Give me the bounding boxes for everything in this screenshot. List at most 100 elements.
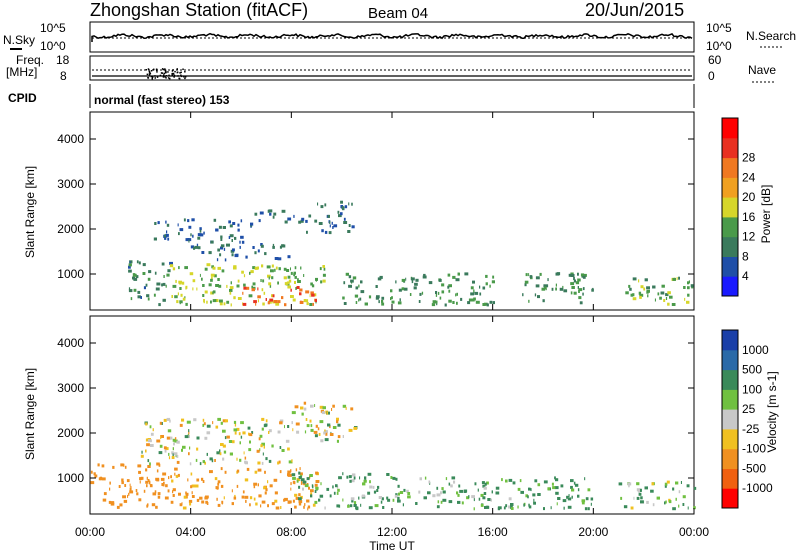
heatmap-cell — [407, 492, 411, 495]
heatmap-cell — [466, 496, 470, 500]
heatmap-cell — [190, 233, 192, 237]
heatmap-cell — [687, 281, 690, 285]
heatmap-cell — [448, 500, 453, 504]
heatmap-cell — [229, 224, 233, 228]
heatmap-cell — [639, 293, 644, 297]
heatmap-cell — [268, 459, 272, 463]
heatmap-cell — [314, 219, 318, 223]
colorbar-segment — [722, 428, 738, 450]
heatmap-cell — [541, 287, 546, 291]
heatmap-cell — [324, 230, 328, 234]
colorbar-segment — [722, 276, 738, 297]
heatmap-cell — [160, 436, 162, 439]
heatmap-cell — [686, 300, 690, 304]
heatmap-cell — [646, 500, 649, 504]
heatmap-cell — [132, 276, 135, 280]
heatmap-cell — [348, 475, 352, 479]
heatmap-cell — [668, 500, 672, 504]
heatmap-cell — [501, 478, 503, 482]
heatmap-cell — [505, 504, 508, 508]
heatmap-cell — [482, 484, 486, 488]
heatmap-cell — [644, 486, 648, 490]
heatmap-cell — [567, 497, 572, 501]
heatmap-cell — [349, 504, 353, 508]
heatmap-cell — [508, 497, 512, 501]
heatmap-cell — [298, 476, 302, 479]
colorbar-tick-label: -1000 — [742, 481, 773, 495]
heatmap-cell — [581, 501, 585, 505]
heatmap-cell — [110, 502, 115, 506]
heatmap-cell — [329, 224, 331, 228]
heatmap-cell — [197, 246, 201, 250]
heatmap-cell — [232, 440, 235, 444]
heatmap-cell — [534, 293, 537, 297]
heatmap-cell — [294, 281, 296, 284]
heatmap-cell — [567, 505, 572, 509]
heatmap-cell — [269, 212, 272, 216]
heatmap-cell — [296, 478, 300, 482]
nave-dip-point — [168, 74, 170, 77]
heatmap-cell — [269, 284, 272, 288]
heatmap-cell — [216, 486, 219, 490]
heatmap-cell — [129, 487, 132, 491]
xtick-label: 16:00 — [478, 525, 508, 539]
heatmap-cell — [294, 405, 299, 409]
heatmap-cell — [345, 406, 347, 410]
heatmap-cell — [491, 280, 495, 284]
heatmap-cell — [555, 491, 559, 495]
heatmap-cell — [224, 436, 227, 440]
heatmap-cell — [683, 286, 686, 289]
heatmap-cell — [154, 271, 157, 275]
heatmap-cell — [390, 297, 392, 301]
heatmap-cell — [233, 296, 236, 300]
heatmap-cell — [173, 452, 178, 456]
heatmap-cell — [324, 506, 326, 510]
heatmap-cell — [239, 245, 241, 249]
heatmap-cell — [174, 437, 177, 441]
heatmap-cell — [259, 434, 263, 438]
heatmap-cell — [680, 481, 682, 484]
heatmap-cell — [475, 300, 480, 304]
heatmap-cell — [582, 287, 585, 291]
heatmap-cell — [421, 291, 424, 295]
heatmap-cell — [266, 265, 271, 269]
heatmap-cell — [543, 480, 548, 484]
nave-dip-point — [165, 75, 168, 77]
nave-dip-point — [151, 77, 153, 80]
heatmap-cell — [204, 267, 208, 271]
heatmap-cell — [222, 444, 226, 448]
nave-dip-point — [160, 72, 163, 74]
heatmap-cell — [545, 287, 547, 291]
heatmap-cell — [571, 495, 573, 499]
heatmap-cell — [185, 492, 189, 496]
heatmap-cell — [103, 492, 107, 496]
heatmap-cell — [543, 507, 545, 511]
heatmap-cell — [428, 281, 433, 285]
heatmap-cell — [524, 283, 527, 287]
colorbar-segment — [722, 468, 738, 489]
heatmap-cell — [664, 482, 668, 486]
heatmap-cell — [140, 296, 142, 299]
heatmap-cell — [348, 275, 352, 279]
nave-dip-point — [145, 69, 147, 71]
heatmap-cell — [260, 504, 262, 508]
colorbar-frame — [721, 117, 739, 297]
heatmap-cell — [363, 479, 367, 483]
heatmap-cell — [338, 214, 342, 218]
heatmap-cell — [234, 494, 236, 498]
heatmap-cell — [450, 484, 453, 488]
heatmap-cell — [618, 482, 623, 486]
heatmap-cell — [254, 212, 258, 216]
heatmap-cell — [231, 502, 234, 506]
heatmap-cell — [290, 487, 292, 491]
heatmap-cell — [640, 285, 644, 289]
xaxis-label: Time UT — [369, 539, 415, 553]
heatmap-cell — [562, 285, 564, 289]
heatmap-cell — [253, 497, 256, 501]
heatmap-cell — [156, 478, 160, 482]
heatmap-cell — [310, 489, 314, 493]
heatmap-cell — [191, 484, 196, 488]
colorbar-segment — [722, 157, 738, 178]
heatmap-cell — [241, 495, 245, 499]
heatmap-cell — [149, 444, 154, 447]
